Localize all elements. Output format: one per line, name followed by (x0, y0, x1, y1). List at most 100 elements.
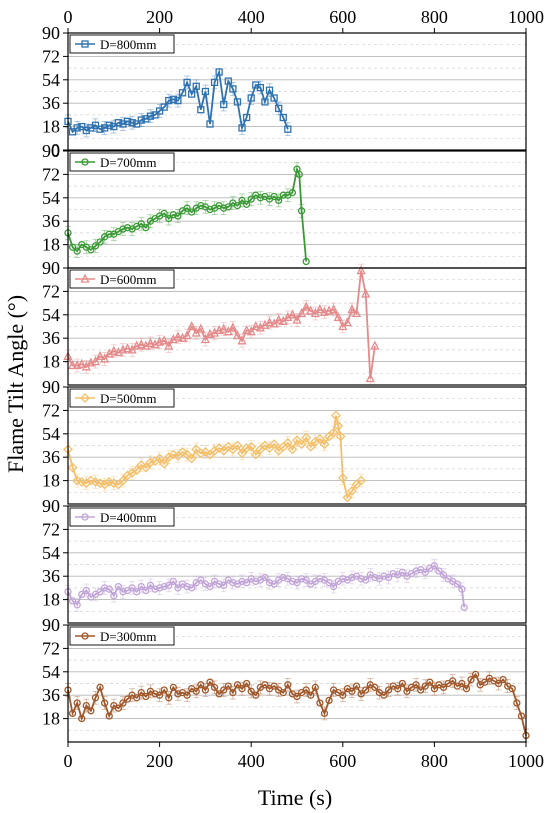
data-point (361, 288, 371, 298)
data-point (220, 581, 228, 589)
data-point (241, 443, 252, 454)
x-tick-label: 0 (64, 751, 73, 771)
data-point (128, 584, 136, 592)
data-point (137, 220, 145, 228)
data-point (264, 317, 275, 327)
error-bars (65, 162, 305, 258)
data-point (224, 682, 232, 690)
data-point (320, 709, 329, 718)
data-point (183, 691, 191, 699)
data-point (462, 685, 471, 693)
data-point (333, 311, 343, 322)
x-axis-title: Time (s) (258, 785, 332, 810)
data-point (165, 214, 173, 223)
data-point (261, 573, 269, 582)
data-point (439, 571, 448, 579)
legend-marker (80, 393, 90, 403)
x-tick-label: 200 (146, 751, 173, 771)
data-point (279, 191, 287, 199)
y-tick-label: 18 (42, 590, 60, 610)
data-point (91, 694, 100, 702)
data-point (384, 573, 393, 582)
data-point (251, 321, 261, 331)
data-point (188, 90, 196, 98)
data-point (232, 440, 243, 451)
data-point (188, 584, 196, 592)
data-point (329, 304, 339, 314)
data-point (155, 691, 164, 699)
data-point (224, 203, 232, 211)
data-point (302, 257, 310, 266)
y-tick-label: 90 (42, 23, 60, 43)
data-point (293, 579, 301, 587)
data-point (131, 465, 142, 476)
legend: D=500mm (69, 388, 175, 408)
data-point (187, 321, 197, 331)
legend-box (69, 507, 175, 527)
data-point (305, 441, 316, 452)
data-point (430, 562, 439, 570)
data-point (284, 125, 292, 133)
data-point (481, 678, 489, 686)
data-point (188, 208, 196, 216)
data-point (78, 590, 86, 599)
data-point (314, 434, 325, 444)
data-point (242, 579, 251, 587)
data-point (220, 686, 228, 694)
data-point (68, 709, 77, 718)
data-point (347, 486, 357, 496)
data-point (329, 582, 338, 591)
data-point (136, 339, 146, 349)
y-tick-label: 54 (42, 424, 60, 444)
x-tick-label: 400 (238, 751, 265, 771)
data-point (206, 678, 214, 686)
data-point (348, 573, 356, 582)
data-point (380, 691, 388, 699)
legend-box (69, 388, 175, 408)
y-tick-label: 72 (42, 400, 60, 420)
data-point (242, 324, 252, 335)
data-point (279, 688, 287, 697)
data-point (426, 678, 434, 686)
data-point (319, 439, 330, 450)
data-point (206, 205, 214, 214)
y-tick-label: 36 (42, 93, 60, 113)
y-tick-label: 18 (42, 235, 60, 255)
data-point (269, 439, 280, 450)
data-point (220, 204, 228, 212)
y-tick-label: 36 (42, 328, 60, 348)
data-point (123, 117, 132, 126)
data-point (237, 335, 247, 345)
data-point (123, 224, 132, 232)
y-tick-label: 54 (42, 188, 60, 208)
data-point (421, 568, 429, 576)
data-point (247, 94, 255, 102)
top-x-tick-label: 600 (329, 7, 356, 27)
data-point (458, 585, 466, 593)
y-tick-label: 72 (42, 46, 60, 66)
data-point (73, 601, 81, 609)
legend-marker (81, 513, 89, 521)
data-point (348, 687, 356, 695)
data-point (270, 682, 278, 690)
y-tick-label: 18 (42, 471, 60, 491)
data-point (151, 690, 159, 698)
legend-label: D=400mm (100, 510, 156, 525)
series-line (67, 166, 308, 262)
y-tick-label: 90 (42, 377, 60, 397)
data-point (215, 580, 223, 588)
data-point (82, 586, 90, 595)
data-point (279, 113, 287, 122)
data-point (114, 704, 123, 712)
panel-frame (67, 32, 527, 151)
data-point (287, 444, 298, 455)
data-point (421, 682, 429, 690)
data-point (238, 196, 246, 205)
data-point (460, 603, 468, 612)
data-point (160, 582, 168, 591)
data-point (439, 683, 448, 692)
data-point (467, 675, 475, 684)
data-point (140, 462, 151, 473)
data-point (412, 681, 420, 689)
data-point (210, 683, 219, 692)
